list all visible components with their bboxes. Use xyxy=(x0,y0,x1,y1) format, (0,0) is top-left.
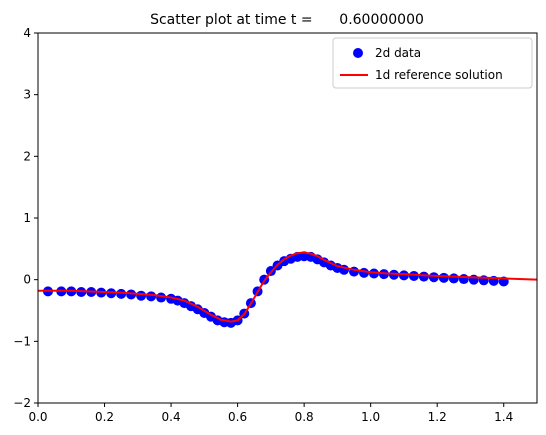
legend-label-1d-reference: 1d reference solution xyxy=(375,68,503,82)
x-tick-label: 1.4 xyxy=(494,410,513,424)
data-point-2d xyxy=(398,270,409,281)
series-1d-reference-line xyxy=(38,251,538,323)
y-tick-label: −2 xyxy=(13,396,31,410)
x-tick-label: 0.0 xyxy=(28,410,47,424)
y-tick-label: 1 xyxy=(23,211,31,225)
data-point-2d xyxy=(438,272,449,283)
legend-box xyxy=(332,37,533,89)
axes-frame xyxy=(37,32,538,404)
data-point-2d xyxy=(146,291,157,302)
plot-area xyxy=(38,251,538,328)
x-tick-label: 1.2 xyxy=(428,410,447,424)
data-point-2d xyxy=(468,274,479,285)
data-point-2d xyxy=(359,267,370,278)
data-point-2d xyxy=(448,273,459,284)
chart-title: Scatter plot at time t = 0.60000000 xyxy=(150,12,424,28)
legend: 2d data 1d reference solution xyxy=(332,37,533,89)
y-tick-label: 0 xyxy=(23,273,31,287)
y-tick-label: 4 xyxy=(23,26,31,40)
data-point-2d xyxy=(408,270,419,281)
x-tick-label: 0.2 xyxy=(95,410,114,424)
y-tick-label: −1 xyxy=(13,334,31,348)
x-tick-label: 0.4 xyxy=(162,410,181,424)
series-2d-data xyxy=(42,251,509,328)
data-point-2d xyxy=(116,288,127,299)
y-tick-label: 3 xyxy=(23,88,31,102)
data-point-2d xyxy=(428,272,439,283)
legend-marker-2d-data xyxy=(353,48,363,58)
y-tick-label: 2 xyxy=(23,149,31,163)
x-tick-label: 1.0 xyxy=(361,410,380,424)
data-point-2d xyxy=(136,290,147,301)
data-point-2d xyxy=(126,289,137,300)
x-tick-label: 0.8 xyxy=(295,410,314,424)
data-point-2d xyxy=(458,274,469,285)
x-axis: 0.0 0.2 0.4 0.6 0.8 1.0 1.2 1.4 xyxy=(28,403,513,424)
data-point-2d xyxy=(418,271,429,282)
legend-label-2d-data: 2d data xyxy=(375,46,421,60)
y-axis: −2 −1 0 1 2 3 4 xyxy=(13,26,38,410)
x-tick-label: 0.6 xyxy=(228,410,247,424)
